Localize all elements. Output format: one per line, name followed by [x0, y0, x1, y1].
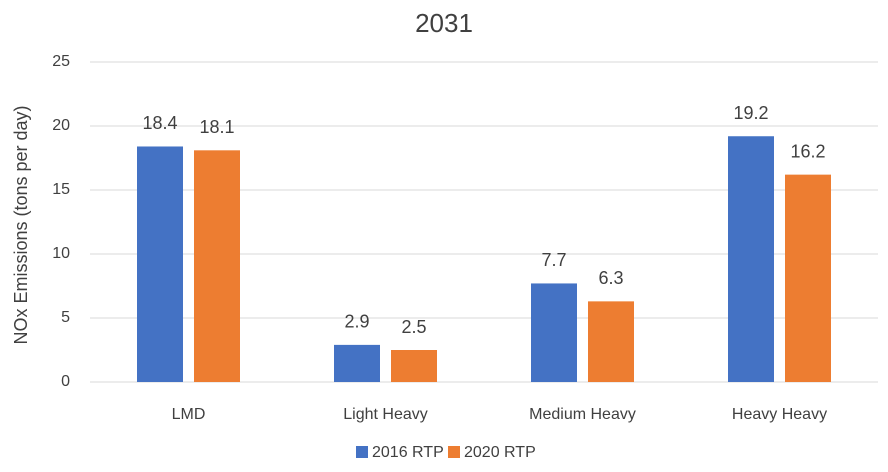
legend-swatch [448, 446, 460, 458]
y-axis-label: NOx Emissions (tons per day) [11, 105, 31, 344]
bar [391, 350, 437, 382]
data-label: 2.9 [344, 312, 369, 332]
x-tick-label: Light Heavy [343, 406, 428, 423]
data-label: 18.1 [199, 117, 234, 137]
x-tick-label: LMD [172, 406, 206, 423]
legend-label: 2016 RTP [372, 444, 444, 461]
bar [785, 174, 831, 382]
data-label: 18.4 [142, 113, 177, 133]
data-label: 6.3 [598, 268, 623, 288]
y-tick-label: 5 [61, 309, 70, 326]
y-tick-label: 0 [61, 373, 70, 390]
chart-title: 2031 [415, 8, 473, 38]
data-label: 2.5 [401, 317, 426, 337]
bar [531, 283, 577, 382]
legend-label: 2020 RTP [464, 444, 536, 461]
bar [728, 136, 774, 382]
data-label: 7.7 [541, 250, 566, 270]
x-tick-label: Medium Heavy [529, 406, 636, 423]
bar [334, 344, 380, 382]
data-label: 19.2 [733, 103, 768, 123]
data-label: 16.2 [790, 141, 825, 161]
y-tick-label: 20 [52, 117, 70, 134]
y-tick-label: 25 [52, 53, 70, 70]
bar [194, 150, 240, 382]
y-tick-label: 10 [52, 245, 70, 262]
legend-swatch [356, 446, 368, 458]
bar [588, 301, 634, 382]
x-tick-label: Heavy Heavy [732, 406, 827, 423]
bar [137, 146, 183, 382]
y-tick-label: 15 [52, 181, 70, 198]
